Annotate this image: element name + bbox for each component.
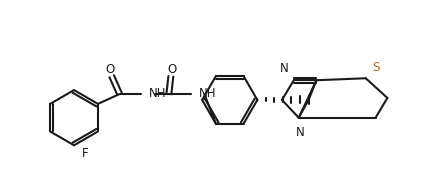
Text: N: N bbox=[296, 125, 305, 138]
Text: O: O bbox=[167, 63, 176, 76]
Text: O: O bbox=[105, 63, 114, 76]
Text: F: F bbox=[82, 147, 89, 160]
Text: N: N bbox=[280, 62, 289, 75]
Text: NH: NH bbox=[198, 87, 216, 100]
Text: S: S bbox=[373, 61, 380, 74]
Text: NH: NH bbox=[149, 87, 167, 100]
